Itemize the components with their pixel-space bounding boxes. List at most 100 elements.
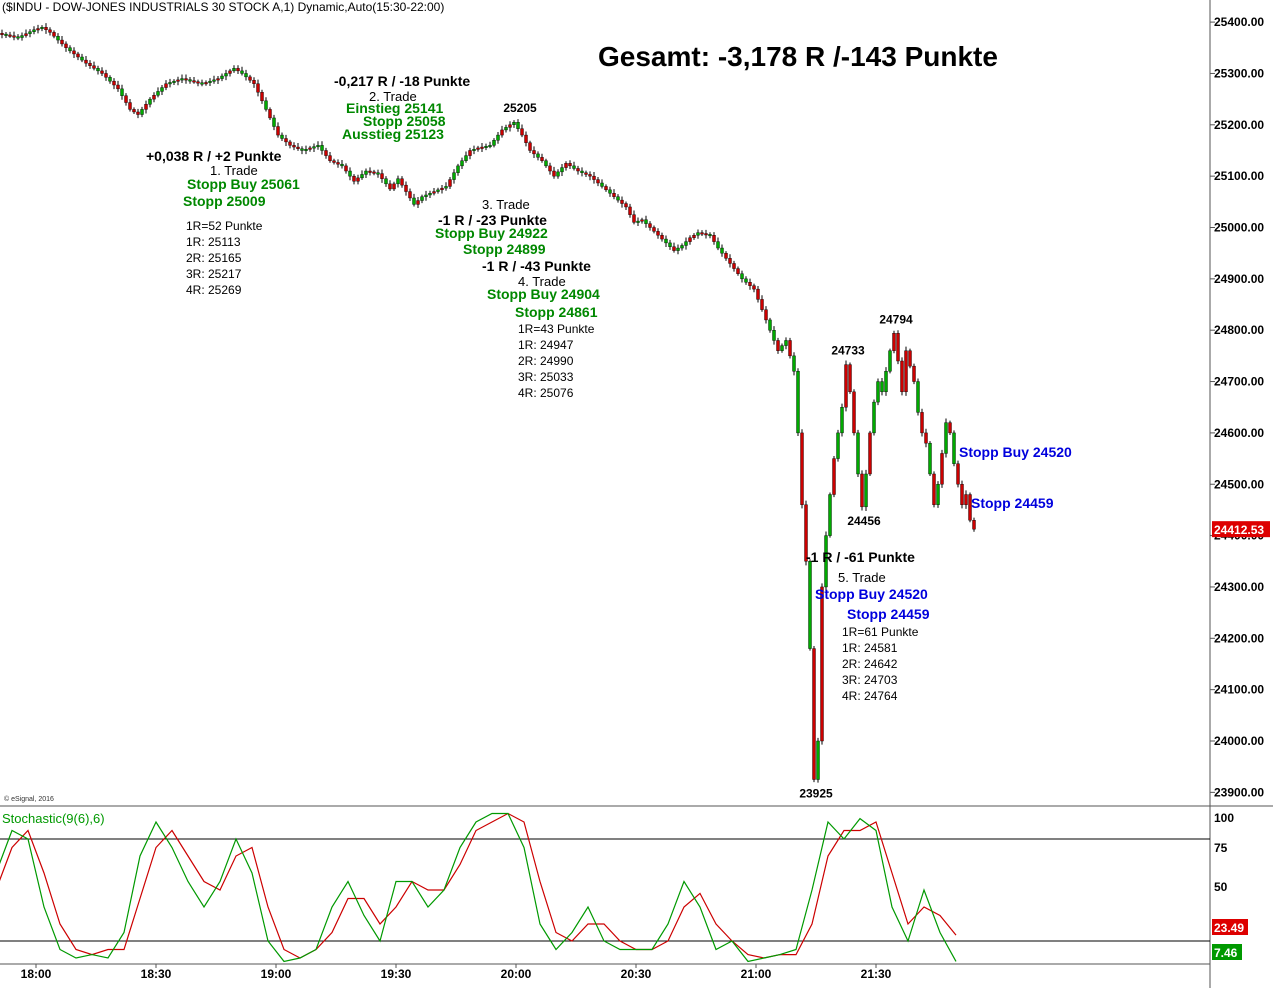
candle-body	[112, 80, 116, 86]
candle-body	[284, 138, 288, 143]
candle-body	[140, 109, 144, 115]
candle-body	[492, 140, 496, 146]
candle-body	[204, 82, 208, 85]
trade-entry: Stopp Buy 24904	[487, 286, 600, 302]
candle-body	[600, 182, 604, 187]
candle-body	[96, 68, 100, 72]
candle-body	[528, 142, 532, 151]
candle-body	[376, 172, 380, 175]
candle-body	[312, 146, 316, 149]
candle-body	[936, 484, 940, 505]
candle-body	[180, 78, 184, 81]
stoch-tick-label: 75	[1214, 841, 1228, 855]
trade-level: 4R: 24764	[842, 689, 898, 703]
candle-body	[328, 155, 332, 161]
candle-body	[960, 484, 964, 505]
candle-body	[244, 73, 248, 78]
candle-body	[524, 134, 528, 143]
candle-body	[548, 165, 552, 172]
candle-body	[728, 258, 732, 264]
candle-body	[152, 95, 156, 100]
last-price-box	[1212, 521, 1270, 538]
candle-body	[708, 234, 712, 237]
candle-body	[388, 183, 392, 190]
candle-body	[424, 194, 428, 197]
candle-body	[792, 355, 796, 372]
candle-body	[748, 282, 752, 286]
trade-level: 4R: 25269	[186, 283, 242, 297]
candle-body	[8, 34, 12, 37]
price-mark-label: 23925	[799, 787, 833, 801]
price-tick-label: 24100.00	[1214, 683, 1264, 697]
stochastic-panel: 100 75 50 23.49 7.46	[0, 811, 1248, 963]
candle-body	[616, 196, 620, 201]
candle-body	[0, 33, 4, 35]
candle-body	[556, 171, 560, 177]
candle-body	[716, 241, 720, 249]
candle-body	[632, 214, 636, 223]
price-tick-label: 24200.00	[1214, 631, 1264, 645]
candle-body	[12, 35, 16, 38]
candle-body	[100, 70, 104, 74]
candle-body	[628, 206, 632, 215]
candle-body	[236, 68, 240, 72]
stoch-d-value: 23.49	[1214, 921, 1244, 935]
time-axis: 18:00 18:30 19:00 19:30 20:00 20:30 21:00 21:30	[21, 964, 892, 981]
price-tick-label: 24900.00	[1214, 272, 1264, 286]
price-axis: 25400.00 25300.00 25200.00 25100.00 25000.00…	[1210, 15, 1270, 799]
candle-body	[816, 740, 820, 780]
trade-stop: Stopp 24861	[515, 304, 598, 320]
candle-body	[188, 79, 192, 82]
candle-body	[864, 473, 868, 508]
price-mark-label: 24733	[831, 344, 865, 358]
candle-body	[924, 432, 928, 444]
candle-body	[872, 401, 876, 434]
candle-body	[572, 165, 576, 169]
candle-body	[764, 309, 768, 321]
candle-body	[232, 68, 236, 72]
candle-body	[824, 535, 828, 588]
candle-body	[900, 360, 904, 393]
trade-level: 2R: 24990	[518, 354, 574, 368]
candle-body	[780, 345, 784, 351]
candle-body	[564, 163, 568, 168]
candle-body	[752, 285, 756, 290]
candle-body	[688, 237, 692, 242]
time-tick-label: 18:00	[21, 967, 52, 981]
candle-body	[324, 150, 328, 156]
candle-body	[944, 422, 948, 454]
candle-body	[104, 73, 108, 78]
candle-body	[952, 432, 956, 464]
candle-body	[844, 364, 848, 408]
candle-body	[160, 87, 164, 92]
trade-entry: Stopp Buy 25061	[187, 176, 300, 192]
candle-body	[396, 178, 400, 185]
stoch-k-box	[1212, 944, 1242, 960]
candle-body	[580, 170, 584, 173]
time-tick-label: 20:00	[501, 967, 532, 981]
candle-body	[756, 288, 760, 300]
candle-body	[772, 330, 776, 341]
candle-body	[60, 39, 64, 45]
price-tick-label: 24600.00	[1214, 426, 1264, 440]
candle-body	[696, 232, 700, 236]
price-plot-background	[0, 0, 1210, 806]
candle-body	[68, 47, 72, 52]
candle-body	[304, 148, 308, 151]
candle-body	[420, 196, 424, 201]
candle-body	[488, 145, 492, 148]
candle-body	[480, 146, 484, 149]
candle-body	[592, 175, 596, 180]
candle-body	[544, 160, 548, 167]
trade-stop: Stopp 25009	[183, 193, 266, 209]
candle-body	[444, 186, 448, 189]
candle-body	[884, 371, 888, 393]
trade-name: 2. Trade	[369, 89, 417, 104]
candle-body	[320, 145, 324, 151]
candle-body	[400, 178, 404, 186]
trade-name: 1. Trade	[210, 163, 258, 178]
candle-body	[344, 165, 348, 172]
price-tick-label: 24000.00	[1214, 734, 1264, 748]
candle-body	[828, 494, 832, 536]
